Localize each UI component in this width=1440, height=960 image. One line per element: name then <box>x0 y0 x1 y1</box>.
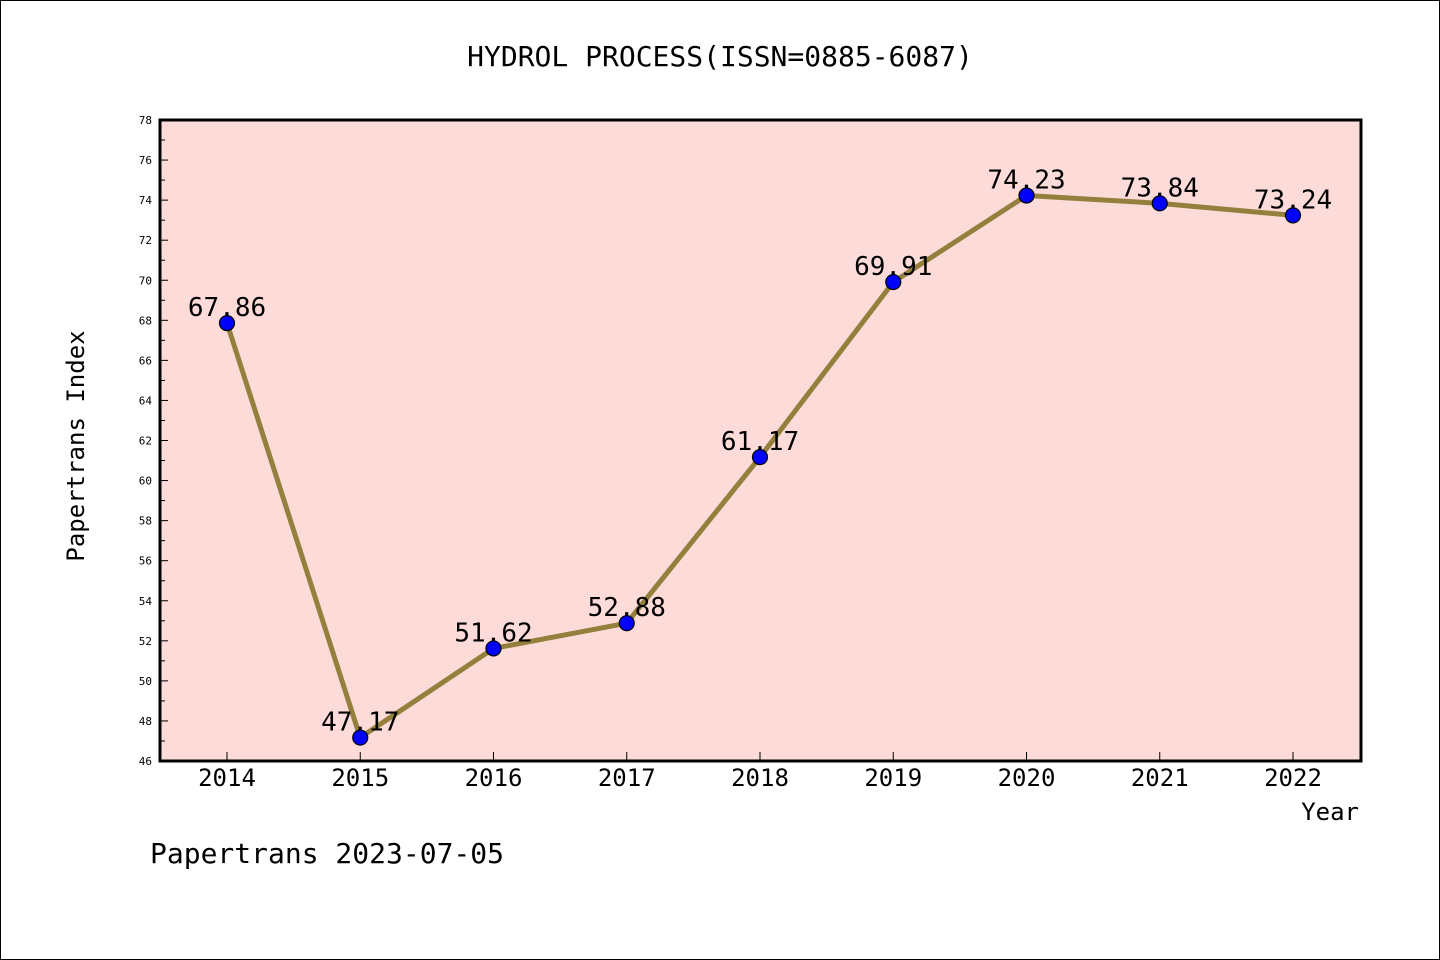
data-point <box>485 640 502 657</box>
y-tick-label: 66 <box>139 354 152 367</box>
plot-border <box>158 118 1363 763</box>
x-tick-label: 2021 <box>1131 764 1189 792</box>
chart-title: HYDROL PROCESS(ISSN=0885-6087) <box>467 40 973 73</box>
x-tick-label: 2016 <box>465 764 523 792</box>
data-label: 74.23 <box>987 166 1065 196</box>
plot-area <box>160 120 1361 761</box>
y-tick-label: 46 <box>139 755 152 768</box>
x-axis-title: Year <box>1301 798 1359 826</box>
y-axis: 46 48 50 52 54 56 58 60 62 64 66 68 70 72 74 76 78 <box>139 114 168 768</box>
data-label: 51.62 <box>454 618 532 648</box>
data-point <box>751 449 769 466</box>
y-tick-label: 64 <box>139 394 153 407</box>
y-tick-label: 70 <box>139 274 152 287</box>
y-tick-label: 74 <box>139 194 153 207</box>
y-tick-label: 50 <box>139 675 152 688</box>
y-tick-label: 78 <box>139 114 152 127</box>
data-label: 47.17 <box>321 708 399 738</box>
data-point <box>885 273 902 291</box>
data-label: 73.84 <box>1121 173 1199 203</box>
data-point <box>352 729 369 746</box>
data-label: 69.91 <box>854 252 932 282</box>
data-point <box>1284 207 1302 224</box>
data-point <box>618 615 635 632</box>
data-label: 61.17 <box>721 427 799 457</box>
data-point <box>218 315 236 332</box>
y-tick-label: 56 <box>139 555 152 568</box>
y-tick-label: 62 <box>139 435 152 448</box>
y-tick-label: 72 <box>139 234 152 247</box>
y-tick-label: 48 <box>139 715 152 728</box>
x-tick-label: 2015 <box>331 764 389 792</box>
data-label: 52.88 <box>588 593 666 623</box>
y-tick-label: 52 <box>139 635 152 648</box>
y-tick-label: 68 <box>139 314 152 327</box>
series-markers <box>218 187 1302 746</box>
x-tick-label: 2019 <box>864 764 922 792</box>
x-tick-label: 2014 <box>198 764 256 792</box>
data-point <box>1151 195 1168 212</box>
x-tick-label: 2022 <box>1264 764 1322 792</box>
x-tick-label: 2020 <box>998 764 1056 792</box>
y-axis-title: Papertrans Index <box>62 330 90 561</box>
y-tick-label: 58 <box>139 515 152 528</box>
y-tick-label: 76 <box>139 154 152 167</box>
data-labels: 67.86 47.17 51.62 52.88 61.17 69.91 74.23 73.84… <box>188 166 1332 738</box>
data-label: 73.24 <box>1254 185 1332 215</box>
x-tick-label: 2017 <box>598 764 656 792</box>
x-tick-label: 2018 <box>731 764 789 792</box>
data-point <box>1018 187 1035 204</box>
x-axis: 2014 2015 2016 2017 2018 2019 2020 2021 2022 <box>198 752 1322 792</box>
y-tick-label: 54 <box>139 595 153 608</box>
footer-text: Papertrans 2023-07-05 <box>150 837 504 870</box>
y-tick-label: 60 <box>139 475 152 488</box>
data-label: 67.86 <box>188 293 266 323</box>
